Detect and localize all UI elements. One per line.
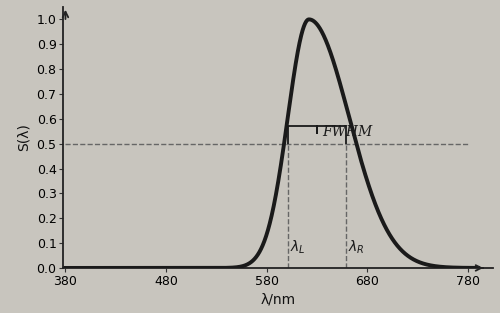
X-axis label: λ/nm: λ/nm — [260, 292, 296, 306]
Text: FWHM: FWHM — [322, 125, 372, 139]
Y-axis label: S(λ): S(λ) — [17, 124, 31, 151]
Text: $\lambda_R$: $\lambda_R$ — [348, 238, 365, 255]
Text: $\lambda_L$: $\lambda_L$ — [290, 238, 306, 255]
